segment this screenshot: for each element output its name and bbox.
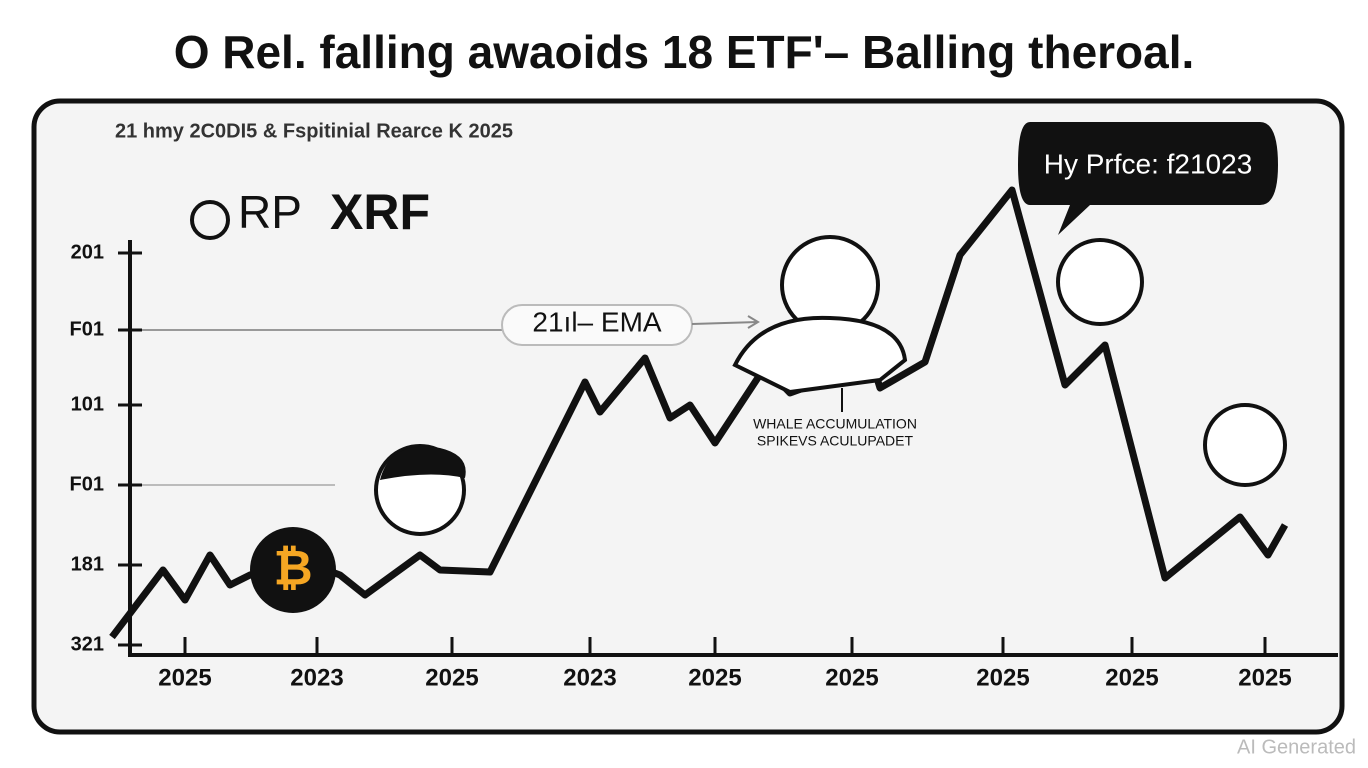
logo-icon bbox=[190, 200, 230, 240]
ema-arrow bbox=[691, 315, 760, 329]
y-tick-label: F01 bbox=[70, 473, 104, 495]
y-tick-label: 181 bbox=[71, 553, 104, 575]
y-tick-label: 101 bbox=[71, 393, 104, 415]
x-tick-label: 2025 bbox=[825, 664, 878, 691]
watermark: AI Generated bbox=[1237, 736, 1356, 758]
figure bbox=[1203, 403, 1287, 487]
x-tick-label: 2025 bbox=[976, 664, 1029, 691]
frame bbox=[31, 98, 1345, 735]
ema-label: 21ıl– EMA bbox=[532, 306, 661, 337]
callout-text: Hy Prfce: f21023 bbox=[1044, 148, 1253, 179]
x-tick-label: 2025 bbox=[1238, 664, 1291, 691]
y-tick-label: 321 bbox=[71, 633, 104, 655]
logo: RP XRF bbox=[190, 184, 430, 240]
x-tick-label: 2025 bbox=[158, 664, 211, 691]
y-tick-label: F01 bbox=[70, 318, 104, 340]
x-tick-label: 2023 bbox=[563, 664, 616, 691]
logo-bold: XRF bbox=[330, 184, 430, 240]
figures bbox=[374, 235, 1287, 536]
bitcoin-coin bbox=[250, 527, 336, 613]
x-tick-label: 2025 bbox=[1105, 664, 1158, 691]
logo-light: RP bbox=[238, 186, 302, 238]
y-tick-label: 201 bbox=[71, 241, 104, 263]
subtitle: 21 hmy 2C0DI5 & Fspitinial Rearce K 2025 bbox=[115, 120, 513, 142]
ema-box bbox=[501, 304, 693, 346]
annotation-line: WHALE ACCUMULATION bbox=[753, 416, 917, 432]
x-tick-label: 2025 bbox=[688, 664, 741, 691]
axis-ticks: 201 F01 101 F01 181 321 2025 2023 2025 2023 2025 20… bbox=[70, 241, 1292, 691]
annotation-line: SPIKEVS ACULUPADET bbox=[757, 433, 914, 449]
figure-body bbox=[732, 315, 908, 395]
x-tick-label: 2025 bbox=[425, 664, 478, 691]
title: O Rel. falling awaoids 18 EТF'– Balling … bbox=[174, 26, 1195, 78]
x-tick-label: 2023 bbox=[290, 664, 343, 691]
callout-bubble bbox=[1018, 122, 1278, 235]
figure bbox=[1056, 238, 1144, 326]
bitcoin-symbol: ₿ bbox=[273, 543, 312, 596]
figure-hair bbox=[380, 446, 466, 480]
